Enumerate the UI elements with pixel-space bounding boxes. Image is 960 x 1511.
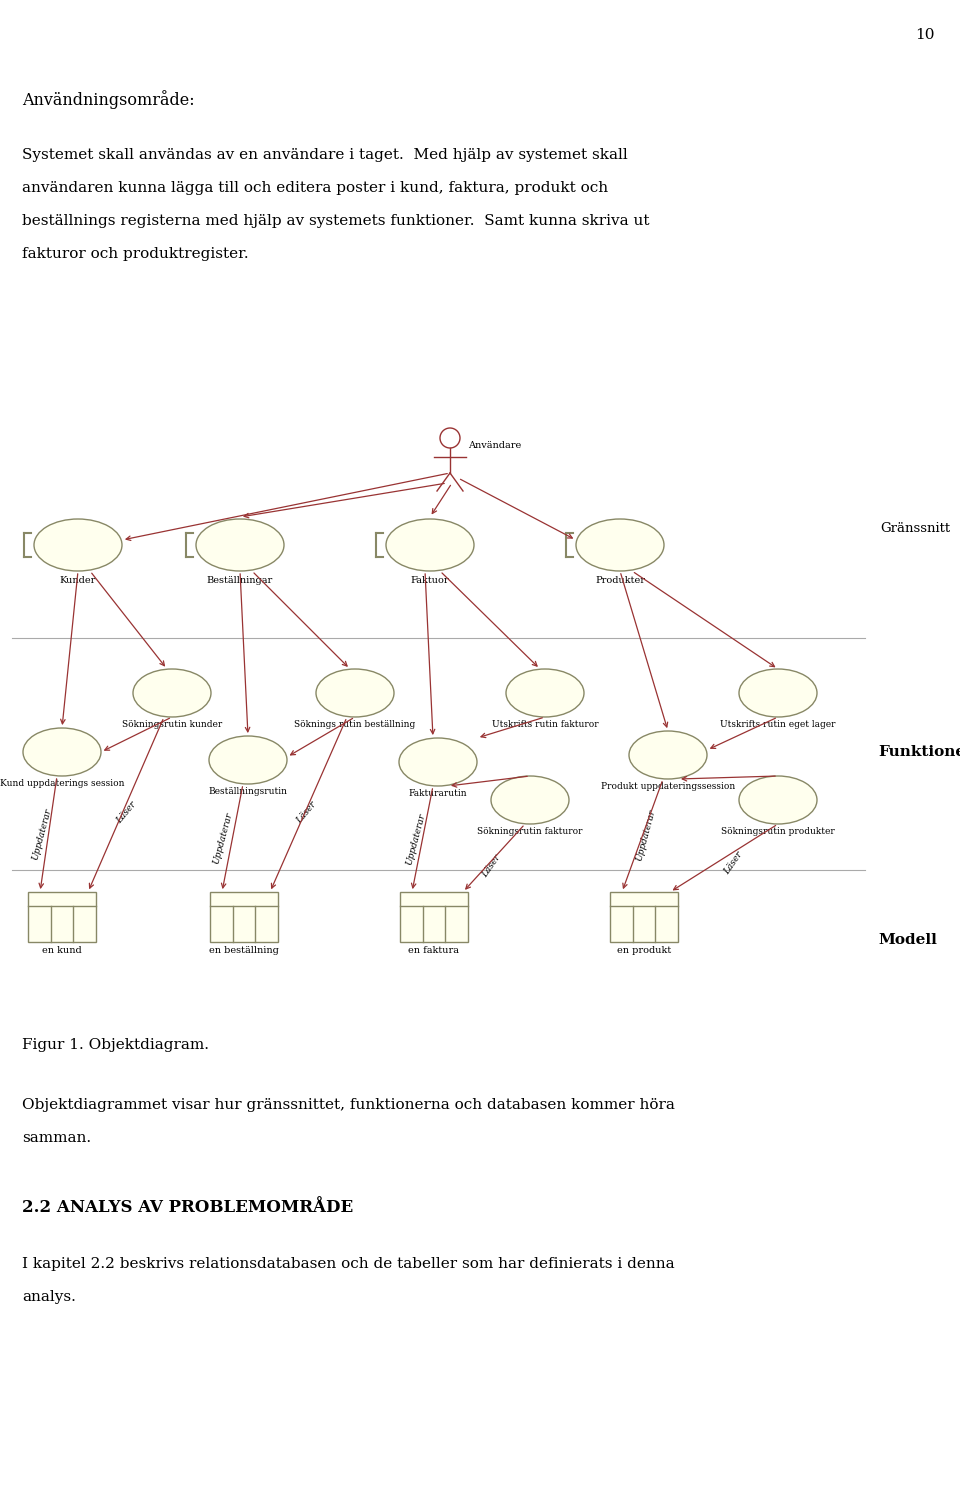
Text: Utskrifts rutin fakturor: Utskrifts rutin fakturor [492,721,598,728]
Text: Produkt uppdateringssession: Produkt uppdateringssession [601,783,735,790]
Ellipse shape [739,777,817,823]
Text: Läser: Läser [722,849,744,876]
Ellipse shape [196,518,284,571]
Text: Objektdiagrammet visar hur gränssnittet, funktionerna och databasen kommer höra: Objektdiagrammet visar hur gränssnittet,… [22,1098,675,1112]
Ellipse shape [399,737,477,786]
Text: Uppdaterar: Uppdaterar [31,807,53,861]
Text: I kapitel 2.2 beskrivs relationsdatabasen och de tabeller som har definierats i : I kapitel 2.2 beskrivs relationsdatabase… [22,1257,675,1271]
Text: Produkter: Produkter [595,576,645,585]
Text: Kunder: Kunder [60,576,96,585]
Text: Modell: Modell [878,932,937,947]
Text: Funktioner: Funktioner [878,745,960,759]
Ellipse shape [133,669,211,718]
Ellipse shape [386,518,474,571]
Ellipse shape [576,518,664,571]
Text: Figur 1. Objektdiagram.: Figur 1. Objektdiagram. [22,1038,209,1052]
Text: samman.: samman. [22,1132,91,1145]
Text: Gränssnitt: Gränssnitt [880,521,950,535]
Text: Systemet skall användas av en användare i taget.  Med hjälp av systemet skall: Systemet skall användas av en användare … [22,148,628,162]
Bar [210,891,278,941]
Ellipse shape [739,669,817,718]
Text: Uppdaterar: Uppdaterar [212,811,234,864]
Bar [28,891,96,941]
Text: Uppdaterar: Uppdaterar [405,813,427,866]
Ellipse shape [209,736,287,784]
Text: Beställningar: Beställningar [206,576,274,585]
Text: Söknings rutin beställning: Söknings rutin beställning [295,721,416,728]
Text: 10: 10 [915,29,935,42]
Text: Läser: Läser [114,799,137,825]
Ellipse shape [629,731,707,780]
Text: en faktura: en faktura [409,946,460,955]
Text: Sökningsrutin fakturor: Sökningsrutin fakturor [477,827,583,836]
Text: Beställningsrutin: Beställningsrutin [208,787,287,796]
Text: analys.: analys. [22,1290,76,1304]
Text: Sökningsrutin kunder: Sökningsrutin kunder [122,721,222,728]
Ellipse shape [34,518,122,571]
Text: Faktuor: Faktuor [411,576,449,585]
Text: 2.2 ANALYS AV PROBLEMOMRÅDE: 2.2 ANALYS AV PROBLEMOMRÅDE [22,1200,353,1216]
Text: Kund uppdaterings session: Kund uppdaterings session [0,780,124,789]
Text: Utskrifts rutin eget lager: Utskrifts rutin eget lager [720,721,836,728]
Ellipse shape [316,669,394,718]
Ellipse shape [506,669,584,718]
Text: Fakturarutin: Fakturarutin [409,789,468,798]
Text: Sökningsrutin produkter: Sökningsrutin produkter [721,827,835,836]
Text: beställnings registerna med hjälp av systemets funktioner.  Samt kunna skriva ut: beställnings registerna med hjälp av sys… [22,215,650,228]
Text: en beställning: en beställning [209,946,279,955]
Text: en kund: en kund [42,946,82,955]
Text: Läser: Läser [480,852,502,879]
Text: Användningsområde:: Användningsområde: [22,91,195,109]
Text: fakturor och produktregister.: fakturor och produktregister. [22,246,249,261]
Ellipse shape [23,728,101,777]
Text: Läser: Läser [295,799,318,825]
Ellipse shape [491,777,569,823]
Text: Användare: Användare [468,441,521,450]
Bar [400,891,468,941]
Text: användaren kunna lägga till och editera poster i kund, faktura, produkt och: användaren kunna lägga till och editera … [22,181,608,195]
Text: en produkt: en produkt [617,946,671,955]
Bar [610,891,678,941]
Text: Uppdaterar: Uppdaterar [635,808,658,863]
